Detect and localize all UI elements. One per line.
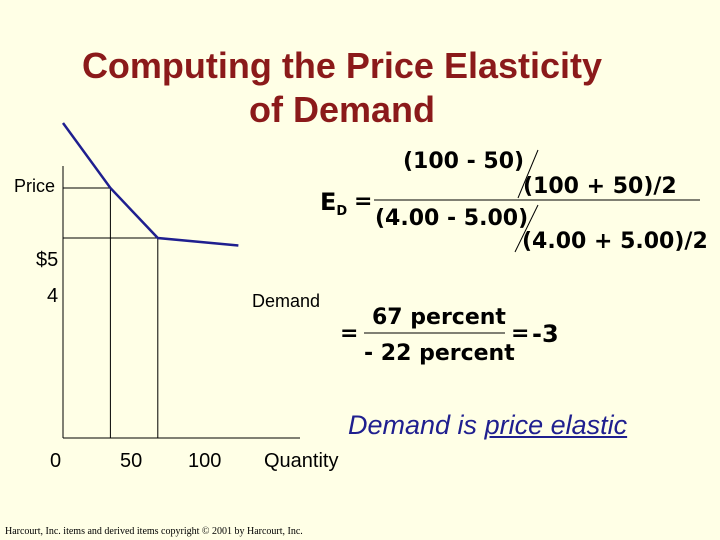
denominator-outer: (4.00 - 5.00) <box>375 206 528 231</box>
title-line-1: Computing the Price Elasticity <box>81 45 603 86</box>
y-axis-label: Price <box>14 176 55 196</box>
x-tick-50: 50 <box>120 450 142 472</box>
result-value: -3 <box>532 320 559 348</box>
numerator-outer: (100 - 50) <box>403 149 524 174</box>
numerator-inner-slash <box>517 149 539 199</box>
y-tick-4: 4 <box>47 285 58 307</box>
equals-sign-2: = <box>340 321 358 346</box>
conclusion-text: Demand is price elastic <box>348 410 627 441</box>
elasticity-symbol: ED <box>320 188 347 219</box>
copyright-footer: Harcourt, Inc. items and derived items c… <box>5 526 303 537</box>
x-axis-label: Quantity <box>264 450 338 472</box>
numerator-inner: (100 + 50)/2 <box>523 174 677 199</box>
x-tick-0: 0 <box>50 450 61 472</box>
result-denominator: - 22 percent <box>364 341 515 366</box>
equals-sign-1: = <box>354 189 372 214</box>
x-tick-100: 100 <box>188 450 221 472</box>
slide-title: Computing the Price Elasticity of Demand <box>0 44 684 132</box>
result-numerator: 67 percent <box>372 305 506 330</box>
equals-sign-3: = <box>511 321 529 346</box>
title-line-2: of Demand <box>248 89 435 130</box>
demand-curve <box>61 122 239 247</box>
conclusion-prefix: Demand is <box>348 410 485 440</box>
denominator-inner-slash <box>514 204 539 253</box>
series-label-demand: Demand <box>252 291 320 311</box>
denominator-inner: (4.00 + 5.00)/2 <box>522 229 708 254</box>
y-tick-5: $5 <box>36 249 58 271</box>
conclusion-emphasis: price elastic <box>484 410 628 440</box>
